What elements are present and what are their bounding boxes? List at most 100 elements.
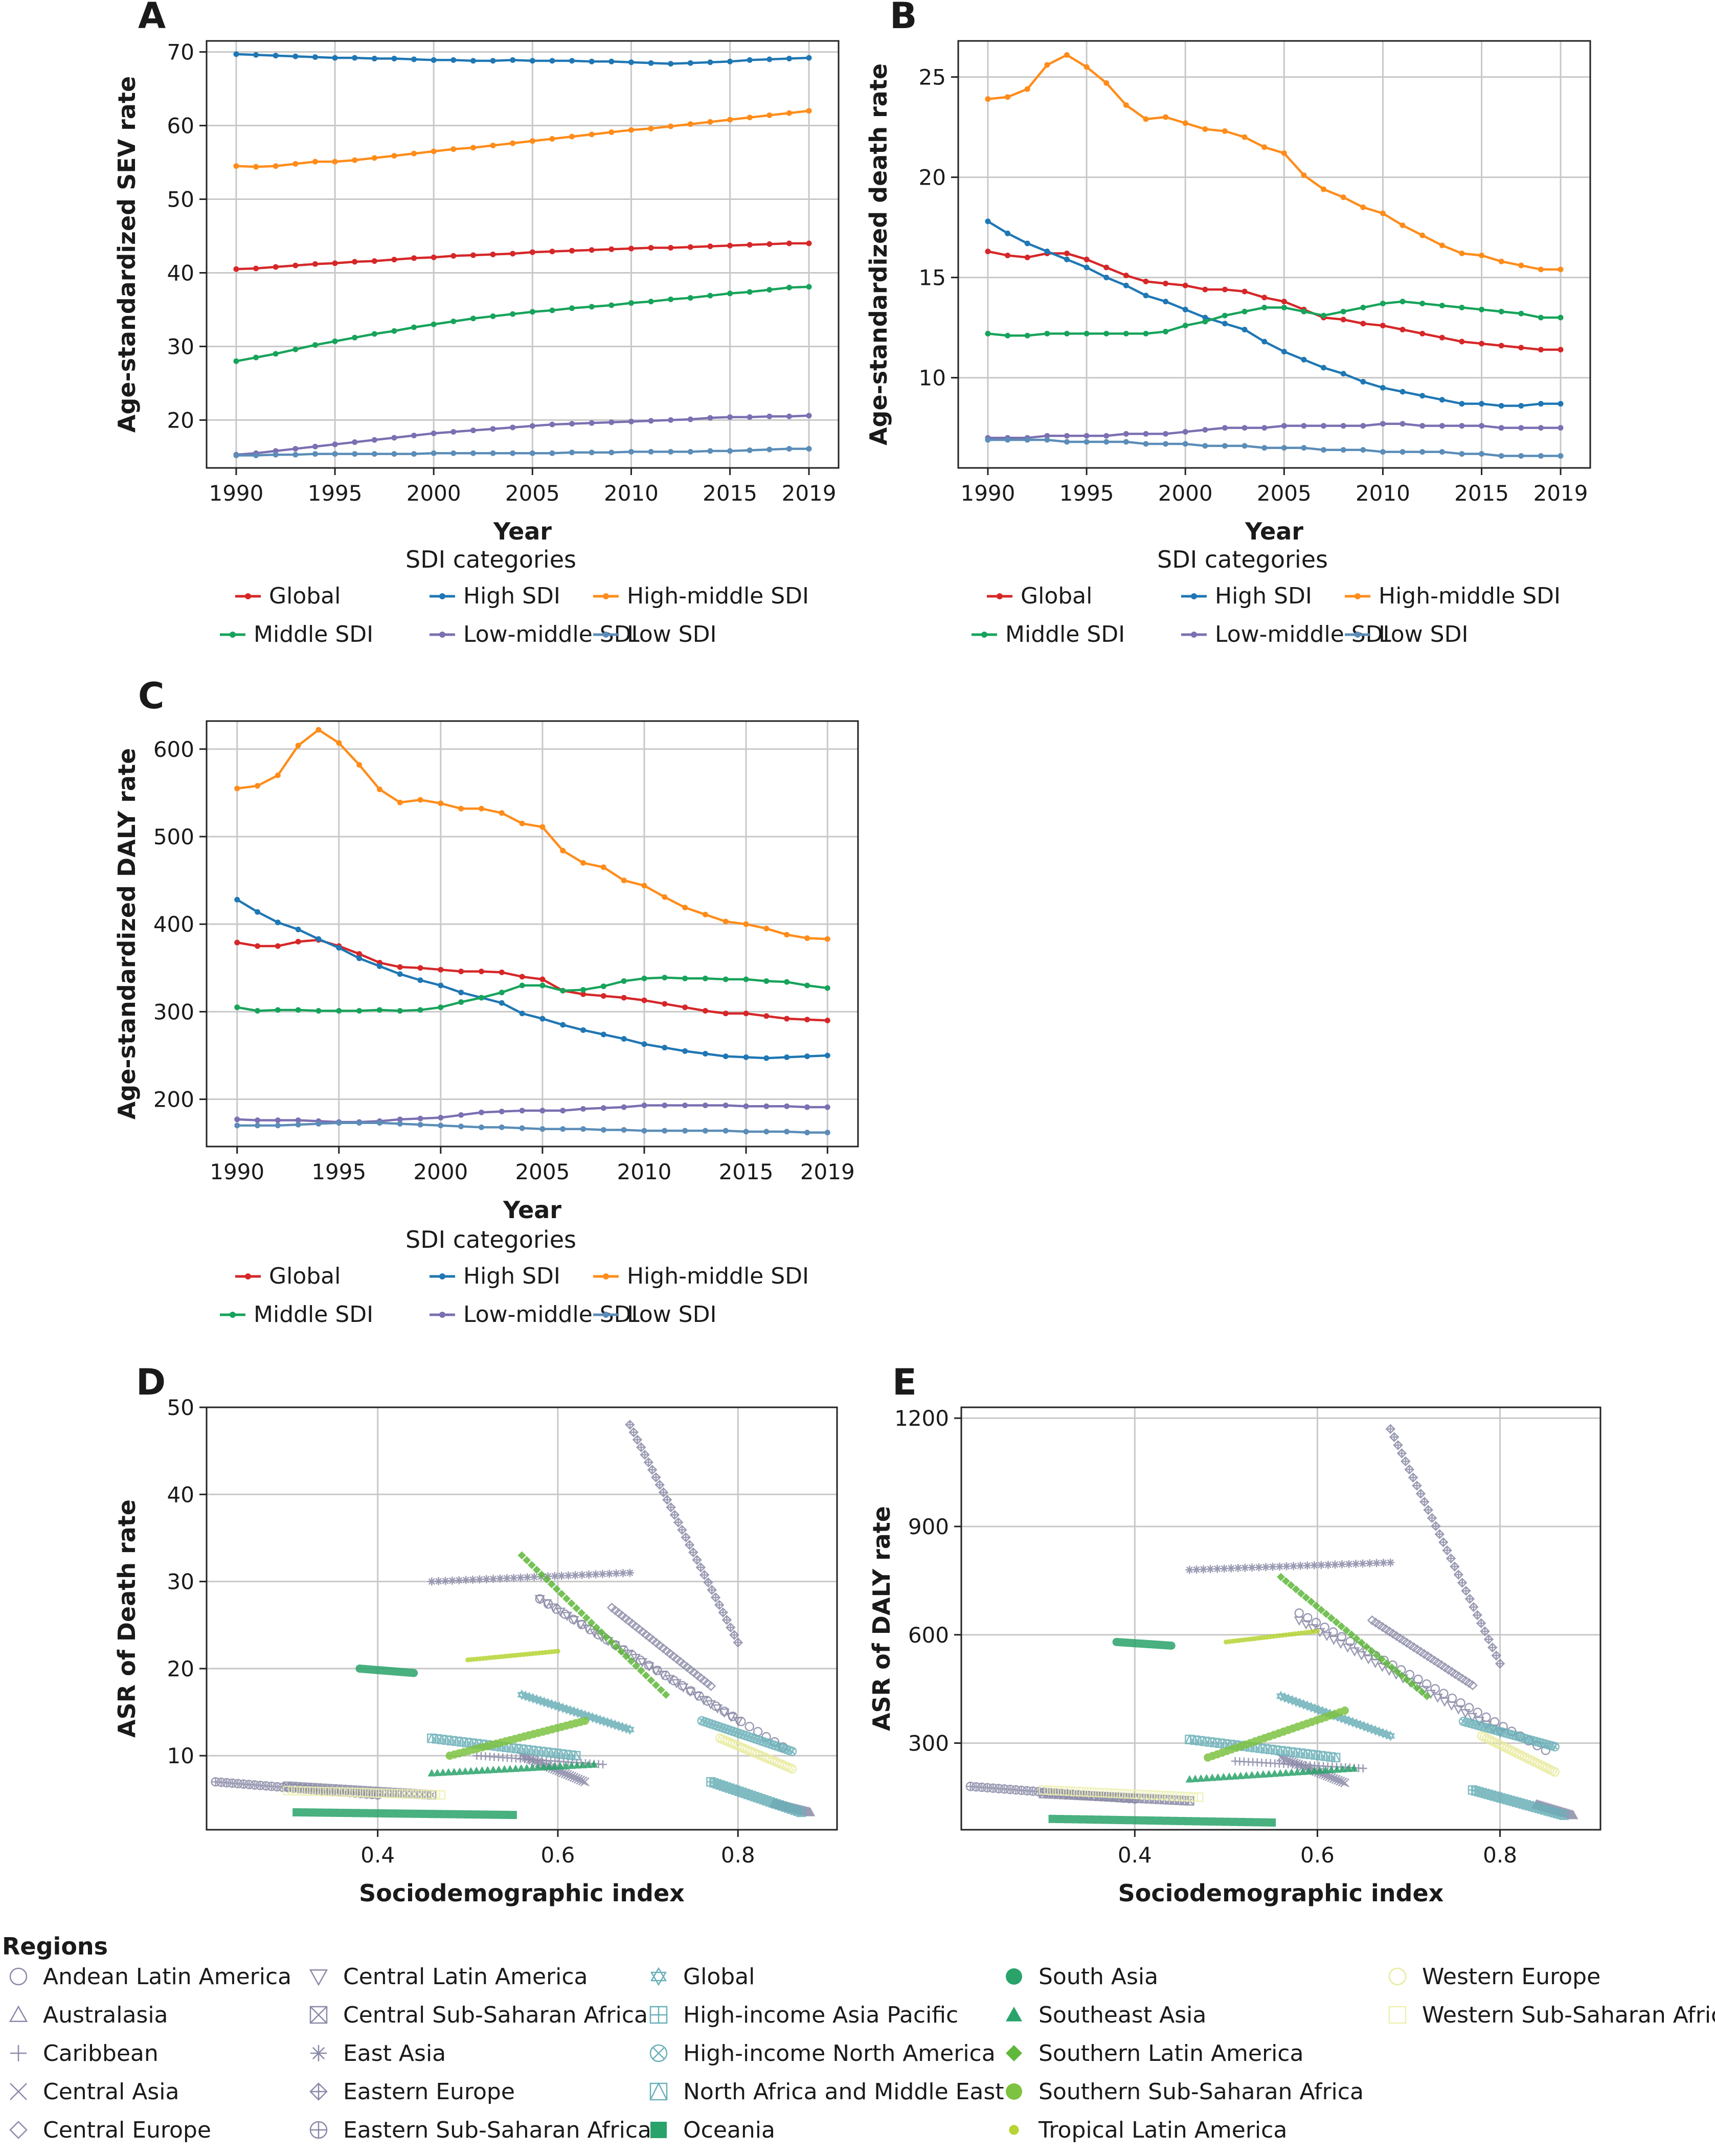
x-tick-label: 1995 [308, 481, 363, 506]
data-point [592, 1623, 601, 1632]
data-point [304, 1786, 314, 1796]
data-point [1281, 1768, 1290, 1777]
data-point [376, 963, 382, 969]
data-point [478, 1766, 486, 1774]
legend-label: Eastern Sub-Saharan Africa [343, 2117, 651, 2143]
data-point [1338, 1765, 1347, 1772]
data-point [743, 1129, 749, 1135]
data-point [1064, 433, 1070, 439]
data-point [1518, 310, 1524, 317]
data-point [489, 1765, 498, 1773]
data-point [1439, 242, 1445, 249]
data-point [539, 1763, 548, 1770]
data-point [295, 926, 301, 932]
data-point [300, 1808, 308, 1817]
series-line [236, 899, 828, 1060]
data-point [1340, 447, 1346, 453]
data-point [1184, 1817, 1193, 1826]
data-point [743, 1010, 749, 1017]
data-point [1163, 114, 1169, 120]
data-point [527, 1561, 536, 1569]
data-point [1419, 232, 1426, 238]
data-point [597, 1628, 605, 1636]
data-point [636, 1442, 646, 1452]
series-line [237, 1104, 828, 1124]
data-point [389, 1809, 398, 1818]
data-point [1480, 1626, 1490, 1636]
data-point [332, 451, 338, 457]
y-tick-label: 70 [167, 40, 194, 65]
data-point [1151, 1790, 1161, 1800]
legend-label: Western Sub-Saharan Africa [1422, 2002, 1715, 2028]
legend-label: Global [683, 1964, 755, 1990]
data-point [1419, 301, 1426, 307]
data-point [580, 1027, 586, 1033]
data-point [1408, 1679, 1416, 1688]
data-point [1143, 431, 1149, 437]
data-point [233, 358, 239, 364]
data-point [450, 450, 457, 456]
data-point [571, 1750, 581, 1761]
data-point [464, 1810, 472, 1818]
data-point [1359, 1559, 1367, 1568]
series-southeast-asia [1185, 1764, 1358, 1783]
x-tick-label: 2010 [604, 481, 659, 506]
data-point [478, 1109, 484, 1115]
series-line [236, 414, 809, 456]
data-point [234, 1004, 240, 1010]
data-point [335, 1787, 346, 1797]
data-point [1386, 1730, 1395, 1741]
plot-frame [206, 40, 840, 469]
legend-item-western-europe: Western Europe [1388, 1964, 1600, 1990]
y-tick-label: 500 [153, 824, 194, 849]
y-tick-label: 600 [153, 737, 194, 762]
data-point [549, 249, 555, 255]
data-point [784, 979, 790, 985]
x-tick-label: 2015 [703, 481, 757, 506]
legend-marker [230, 1312, 236, 1318]
data-point [561, 1762, 570, 1769]
data-point [641, 997, 647, 1003]
data-point [1242, 327, 1248, 333]
data-point [1459, 423, 1465, 429]
data-point [1220, 1564, 1229, 1573]
data-point [743, 921, 749, 927]
data-point [1340, 1778, 1349, 1788]
data-point [707, 119, 713, 125]
data-point [562, 1594, 571, 1603]
y-axis-label: Age-standardized DALY rate [113, 748, 141, 1119]
data-point [1382, 1659, 1391, 1668]
data-point [1281, 349, 1287, 355]
data-point [325, 1787, 335, 1796]
data-point [486, 1810, 495, 1819]
data-point [489, 1575, 498, 1583]
data-point [255, 1008, 261, 1014]
data-point [397, 1120, 403, 1127]
data-point [1132, 1816, 1140, 1825]
data-point [1094, 1815, 1102, 1824]
data-point [569, 450, 575, 456]
data-point [234, 1122, 240, 1129]
y-tick-label: 300 [153, 999, 194, 1024]
data-point [662, 1045, 668, 1051]
data-point [234, 1116, 240, 1122]
data-point [707, 415, 713, 421]
data-point [275, 1117, 281, 1124]
data-point [1254, 1563, 1263, 1571]
data-point [625, 1420, 635, 1430]
data-point [293, 1786, 303, 1796]
data-point [1393, 1440, 1403, 1450]
series-tropical-latin-america [465, 1649, 560, 1663]
data-point [1060, 1786, 1070, 1796]
data-point [662, 1128, 668, 1134]
data-point [1084, 330, 1090, 336]
data-point [1459, 451, 1465, 457]
series-western-sub-saharan-africa [1039, 1785, 1204, 1802]
legend-marker [1191, 632, 1197, 638]
data-point [233, 51, 239, 57]
legend-item-high-sdi: High SDI [1181, 583, 1312, 609]
data-point [662, 1691, 670, 1699]
data-point [356, 951, 363, 957]
data-point [806, 413, 812, 419]
data-point [1194, 1792, 1204, 1802]
